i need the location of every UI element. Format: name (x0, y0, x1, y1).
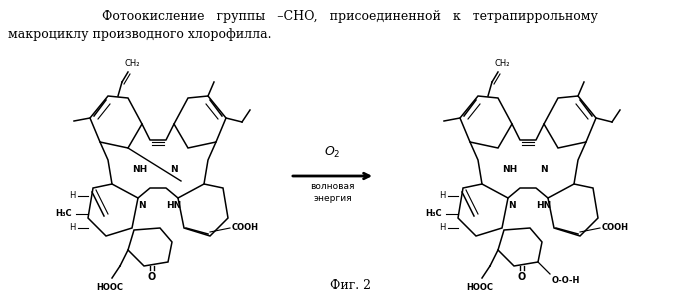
Text: COOH: COOH (602, 224, 629, 232)
Text: N: N (540, 166, 548, 175)
Text: CH₂: CH₂ (494, 59, 510, 68)
Text: O: O (518, 272, 526, 282)
Text: N: N (138, 201, 146, 210)
Text: энергия: энергия (313, 194, 352, 203)
Text: волновая: волновая (310, 182, 355, 191)
Text: NH: NH (503, 166, 517, 175)
Text: H₃C: H₃C (55, 209, 72, 219)
Text: HN: HN (536, 201, 552, 210)
Text: Фотоокисление   группы   –CHO,   присоединенной   к   тетрапиррольному: Фотоокисление группы –CHO, присоединенно… (102, 10, 598, 23)
Text: H: H (69, 224, 76, 232)
Text: Фиг. 2: Фиг. 2 (330, 279, 370, 292)
Text: HN: HN (167, 201, 181, 210)
Text: COOH: COOH (232, 224, 259, 232)
Text: N: N (170, 166, 178, 175)
Text: макроциклу производного хлорофилла.: макроциклу производного хлорофилла. (8, 28, 272, 41)
Text: H: H (440, 224, 446, 232)
Text: HOOC: HOOC (466, 283, 494, 292)
Text: $O_2$: $O_2$ (324, 145, 341, 160)
Text: NH: NH (132, 166, 148, 175)
Text: CH₂: CH₂ (125, 59, 140, 68)
Text: N: N (508, 201, 516, 210)
Text: HOOC: HOOC (97, 283, 123, 292)
Text: H₃C: H₃C (426, 209, 442, 219)
Text: O-O-H: O-O-H (552, 276, 580, 285)
Text: H: H (69, 191, 76, 200)
Text: O: O (148, 272, 156, 282)
Text: H: H (440, 191, 446, 200)
